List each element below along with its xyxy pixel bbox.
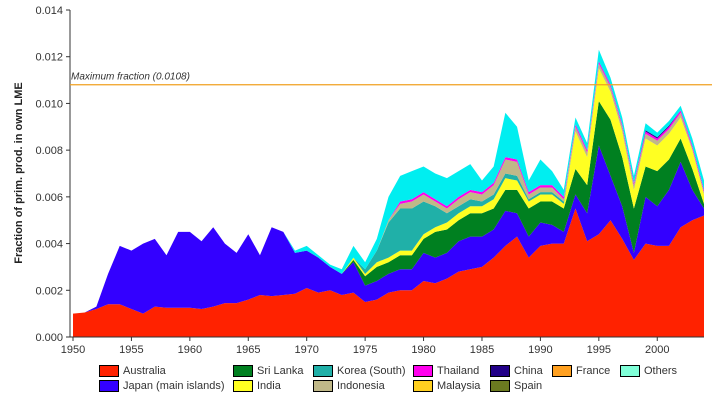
area-sri-lanka bbox=[73, 101, 704, 314]
y-axis-label: Fraction of prim. prod. in own LME bbox=[13, 82, 25, 264]
legend-label: Others bbox=[644, 365, 678, 377]
legend-item: Others bbox=[620, 365, 677, 377]
area-australia bbox=[73, 208, 704, 337]
x-tick-label: 1980 bbox=[411, 344, 435, 356]
y-tick-label: 0.010 bbox=[35, 98, 63, 110]
legend-swatch bbox=[413, 365, 433, 377]
legend-label: Australia bbox=[123, 365, 166, 377]
y-tick-label: 0.000 bbox=[35, 332, 63, 344]
legend-swatch bbox=[313, 365, 333, 377]
axes: 0.000 0.002 0.004 0.006 0.008 0.010 0.012 0.014… bbox=[35, 5, 704, 356]
legend-item: Malaysia bbox=[413, 380, 480, 392]
legend-swatch bbox=[413, 380, 433, 392]
x-tick-label: 1965 bbox=[236, 344, 260, 356]
area-layers bbox=[73, 49, 704, 337]
legend-label: Japan (main islands) bbox=[123, 380, 225, 392]
legend-swatch bbox=[552, 365, 572, 377]
y-tick-label: 0.002 bbox=[35, 285, 63, 297]
maximum-fraction-label: Maximum fraction (0.0108) bbox=[71, 72, 190, 83]
legend-label: Thailand bbox=[437, 365, 480, 377]
legend-swatch bbox=[233, 380, 253, 392]
legend-swatch bbox=[99, 380, 119, 392]
x-tick-label: 1990 bbox=[528, 344, 552, 356]
area-japan-main-islands- bbox=[73, 145, 704, 314]
x-tick-label: 1995 bbox=[587, 344, 611, 356]
y-tick-label: 0.008 bbox=[35, 145, 63, 157]
legend-item: China bbox=[490, 365, 543, 377]
x-tick-label: 1955 bbox=[119, 344, 143, 356]
legend-swatch bbox=[620, 365, 640, 377]
x-tick-label: 2000 bbox=[645, 344, 669, 356]
x-tick-label: 1985 bbox=[470, 344, 494, 356]
x-tick-label: 1975 bbox=[353, 344, 377, 356]
legend-label: France bbox=[576, 365, 611, 377]
legend-swatch bbox=[233, 365, 253, 377]
legend-item: Australia bbox=[99, 365, 166, 377]
y-tick-label: 0.004 bbox=[35, 239, 63, 251]
legend-label: Sri Lanka bbox=[257, 365, 304, 377]
legend-swatch bbox=[99, 365, 119, 377]
x-tick-label: 1960 bbox=[178, 344, 202, 356]
legend-label: Spain bbox=[514, 380, 543, 392]
legend-item: Japan (main islands) bbox=[99, 380, 225, 392]
legend-label: India bbox=[257, 380, 281, 392]
legend-label: China bbox=[514, 365, 543, 377]
legend-swatch bbox=[490, 365, 510, 377]
y-tick-label: 0.006 bbox=[35, 192, 63, 204]
y-tick-label: 0.012 bbox=[35, 52, 63, 64]
legend-label: Malaysia bbox=[437, 380, 481, 392]
x-tick-label: 1950 bbox=[61, 344, 85, 356]
legend-item: India bbox=[233, 380, 281, 392]
x-tick-label: 1970 bbox=[294, 344, 318, 356]
y-tick-label: 0.014 bbox=[35, 5, 63, 17]
legend-item: Indonesia bbox=[313, 380, 385, 392]
legend-label: Korea (South) bbox=[337, 365, 406, 377]
legend-label: Indonesia bbox=[337, 380, 385, 392]
legend-item: Sri Lanka bbox=[233, 365, 303, 377]
legend-item: Korea (South) bbox=[313, 365, 405, 377]
legend-swatch bbox=[490, 380, 510, 392]
legend-item: Thailand bbox=[413, 365, 479, 377]
legend-item: France bbox=[552, 365, 610, 377]
legend-item: Spain bbox=[490, 380, 542, 392]
legend-swatch bbox=[313, 380, 333, 392]
